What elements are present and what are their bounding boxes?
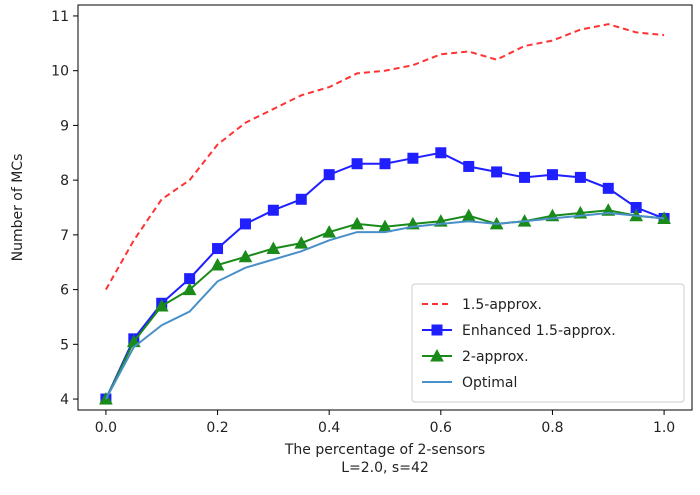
data-point — [294, 236, 309, 249]
plot-area — [77, 4, 693, 411]
data-point — [546, 169, 558, 181]
legend-marker — [431, 324, 443, 336]
legend: 1.5-approx. Enhanced 1.5-approx. 2-approx.… — [411, 283, 685, 403]
legend-label: Enhanced 1.5-approx. — [462, 323, 616, 339]
series-layer — [99, 23, 671, 405]
data-point — [239, 218, 251, 230]
x-tick-label: 0.2 — [206, 420, 228, 436]
legend-item: Optimal — [422, 375, 517, 391]
data-point — [463, 160, 475, 172]
data-point — [322, 225, 337, 238]
data-point — [350, 216, 364, 230]
data-point — [351, 158, 363, 170]
data-point — [519, 171, 531, 183]
series-3 — [105, 211, 665, 400]
data-point — [182, 282, 197, 296]
y-tick-label: 8 — [60, 173, 69, 189]
x-tick-label: 0.0 — [95, 420, 117, 436]
data-point — [184, 273, 196, 285]
y-tick-label: 9 — [60, 118, 69, 134]
legend-box — [411, 283, 685, 403]
y-tick-label: 5 — [60, 337, 69, 353]
data-point — [379, 158, 391, 170]
legend-item: 2-approx. — [422, 348, 529, 365]
x-tick-label: 0.8 — [541, 420, 563, 436]
x-axis-label: The percentage of 2-sensors — [284, 442, 485, 458]
y-axis-label: Number of MCs — [10, 154, 26, 262]
data-point — [295, 193, 307, 205]
data-point — [212, 243, 224, 255]
data-point — [238, 249, 253, 263]
data-point — [266, 241, 281, 255]
legend-label: 2-approx. — [462, 349, 529, 365]
data-point — [267, 204, 279, 216]
legend-item: 1.5-approx. — [422, 297, 542, 313]
y-tick-label: 10 — [51, 64, 69, 80]
series-0 — [105, 23, 665, 291]
legend-marker — [430, 348, 444, 362]
legend-items: 1.5-approx. Enhanced 1.5-approx. 2-approx.… — [422, 297, 616, 391]
data-point — [210, 257, 225, 271]
y-tick-label: 7 — [60, 228, 69, 244]
y-tick-label: 11 — [51, 9, 69, 25]
y-tick-label: 4 — [60, 392, 69, 408]
x-tick-label: 0.6 — [430, 420, 452, 436]
data-point — [435, 147, 447, 159]
data-point — [323, 169, 335, 181]
legend-label: Optimal — [462, 375, 517, 391]
data-point — [574, 171, 586, 183]
legend-label: 1.5-approx. — [462, 297, 542, 313]
x-axis-ticks: 0.0 0.2 0.4 0.6 0.8 1.0 — [95, 410, 675, 436]
data-point — [602, 182, 614, 194]
x-axis-sublabel: L=2.0, s=42 — [341, 460, 429, 476]
data-point — [491, 166, 503, 178]
y-tick-label: 6 — [60, 283, 69, 299]
data-point — [154, 298, 169, 312]
legend-item: Enhanced 1.5-approx. — [422, 323, 616, 339]
data-point — [407, 152, 419, 164]
x-tick-label: 0.4 — [318, 420, 340, 436]
y-axis-ticks: 4 5 6 7 8 9 10 11 — [51, 9, 78, 408]
x-tick-label: 1.0 — [653, 420, 675, 436]
series-line — [105, 211, 665, 400]
series-line — [105, 23, 665, 291]
